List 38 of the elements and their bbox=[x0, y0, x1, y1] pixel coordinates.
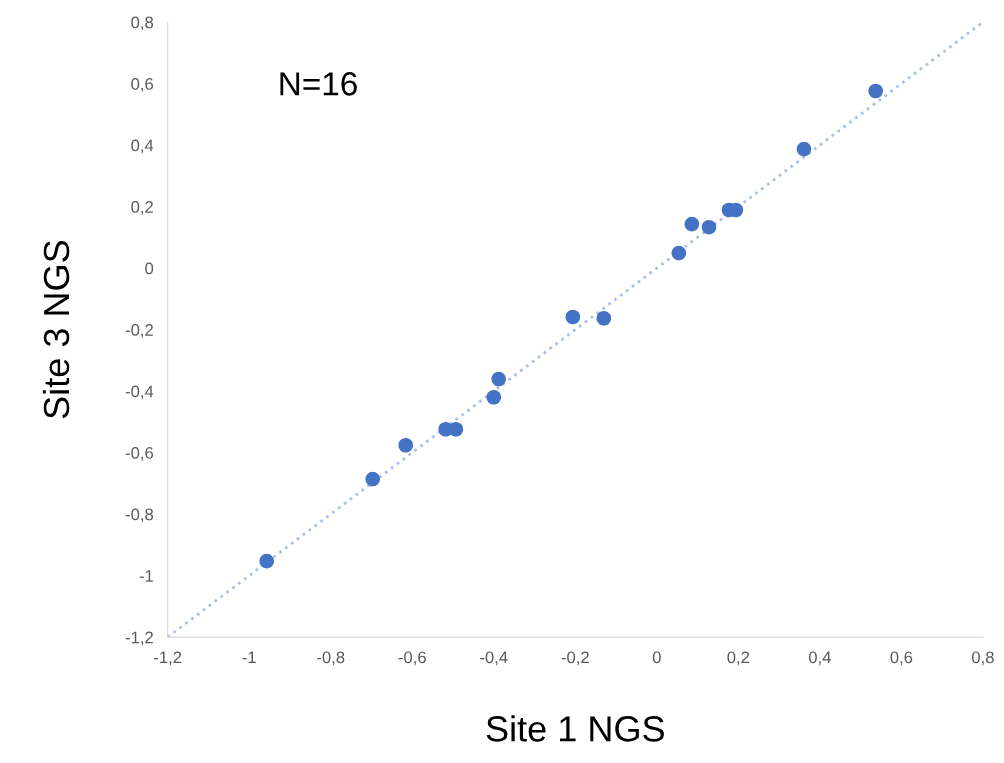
point bbox=[491, 371, 506, 387]
point bbox=[684, 216, 700, 232]
y-tick-label: 0,8 bbox=[131, 16, 154, 31]
y-tick-label: 0 bbox=[145, 262, 154, 275]
x-tick-label: 0,4 bbox=[808, 651, 831, 666]
point bbox=[486, 389, 502, 405]
point bbox=[868, 83, 883, 99]
y-tick-label: -0,2 bbox=[125, 324, 153, 338]
x-tick-label: -0,2 bbox=[561, 651, 589, 666]
y-tick-label: -1 bbox=[139, 570, 153, 582]
x-tick-label: -0,6 bbox=[398, 651, 426, 666]
y-tick-label: 0,2 bbox=[131, 201, 153, 215]
y-tick-label: -0,8 bbox=[125, 508, 154, 523]
point bbox=[365, 471, 380, 487]
y-tick-label: 0,6 bbox=[131, 78, 154, 92]
annotation: N=16 bbox=[280, 72, 357, 96]
x-tick-label: 0,2 bbox=[727, 651, 750, 666]
point bbox=[448, 421, 464, 437]
point bbox=[259, 553, 274, 569]
point bbox=[596, 310, 612, 326]
point bbox=[701, 219, 717, 235]
x-tick-label: 0 bbox=[652, 651, 661, 664]
y-tick-label: -0,4 bbox=[125, 385, 154, 400]
point bbox=[398, 437, 413, 453]
x-tick-label: -1 bbox=[242, 651, 256, 664]
x-tick-label: -0,4 bbox=[480, 651, 508, 666]
y-tick-label: -0,6 bbox=[125, 447, 154, 461]
point bbox=[671, 245, 687, 261]
y-tick-label: -1,2 bbox=[125, 631, 153, 646]
x-tick-label: -0,8 bbox=[317, 651, 345, 666]
y-tick-label: 0,4 bbox=[131, 139, 154, 154]
x-tick-label: -1,2 bbox=[154, 651, 182, 666]
y-axis-title: Site 3 NGS bbox=[42, 240, 70, 419]
point bbox=[565, 309, 581, 325]
point bbox=[796, 141, 812, 157]
x-tick-label: 0,8 bbox=[971, 651, 994, 666]
x-axis-title: Site 1 NGS bbox=[486, 715, 664, 742]
x-tick-label: 0,6 bbox=[890, 651, 913, 666]
